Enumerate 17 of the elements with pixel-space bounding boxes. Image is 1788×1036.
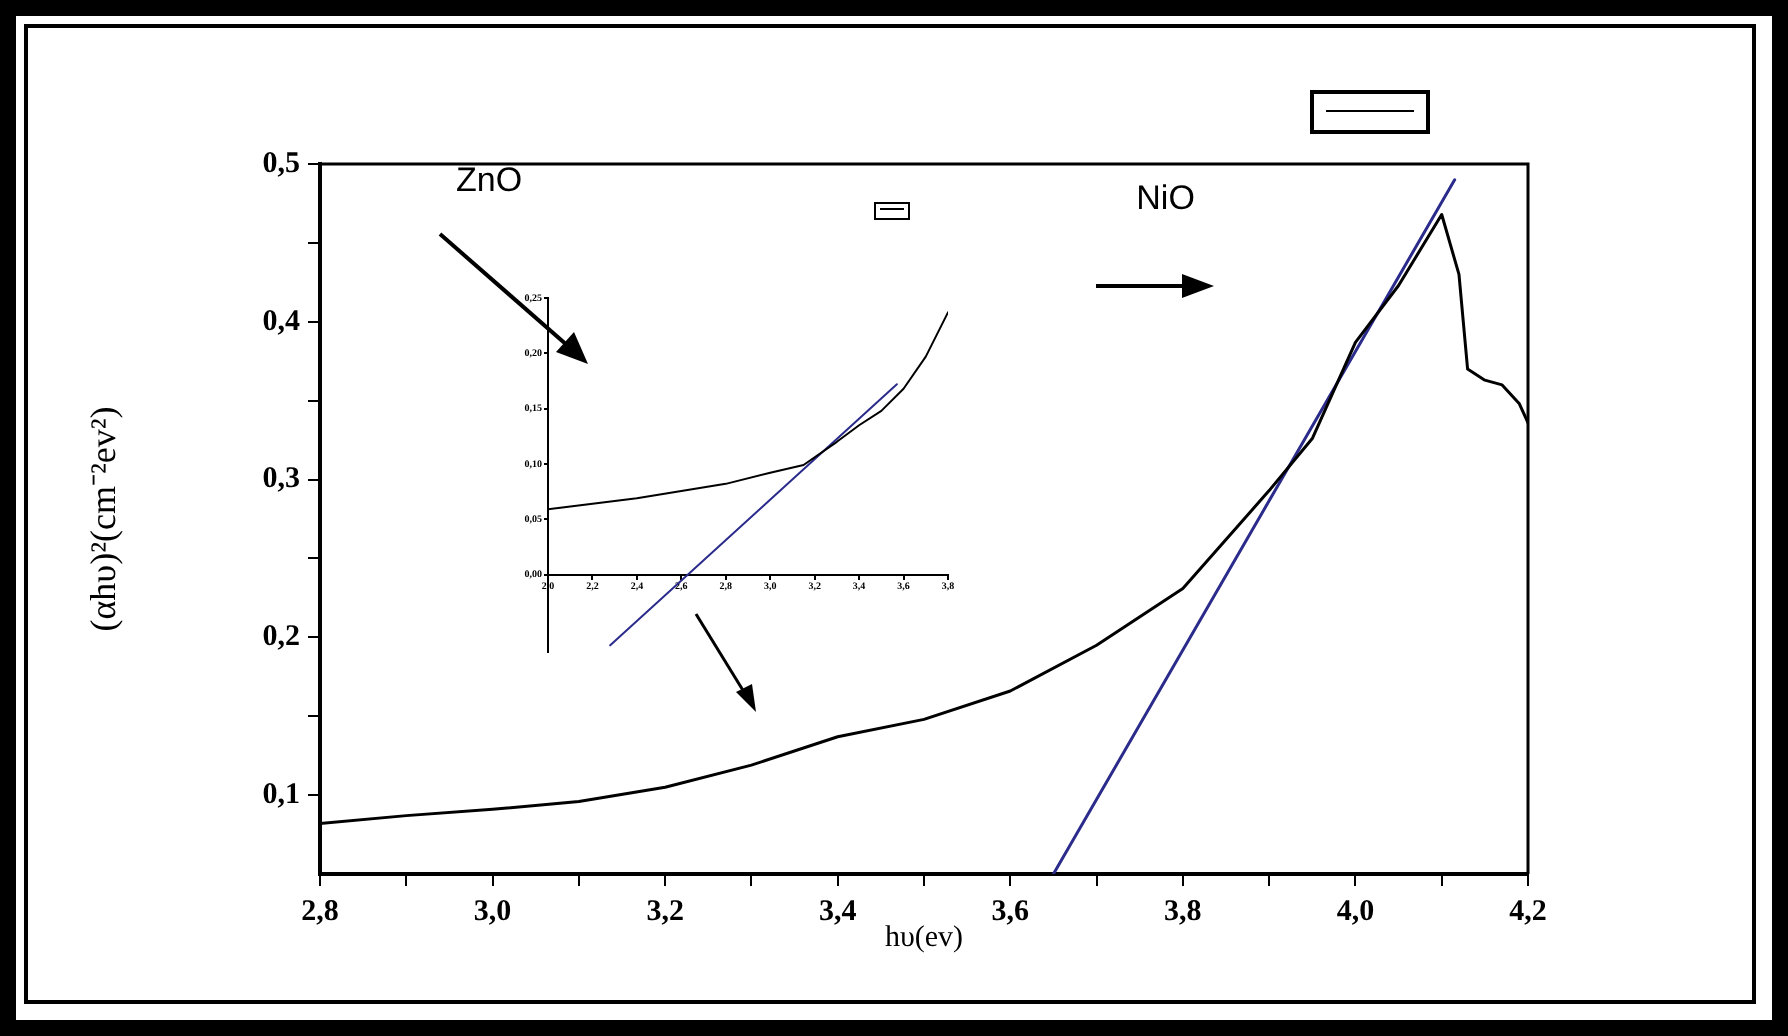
x-tick-label: 3,0 [473, 895, 512, 928]
annotation: NiO [1136, 178, 1195, 217]
x-tick-label: 4,0 [1336, 895, 1375, 928]
x-tick-label: 3,8 [1164, 895, 1202, 928]
y-tick-label: 0,3 [262, 463, 300, 496]
y-tick-label: 0,4 [262, 305, 301, 338]
x-tick-label: 3,2 [646, 895, 684, 928]
x-tick-label: 4,2 [1509, 895, 1547, 928]
x-tick-label: 2,8 [301, 895, 339, 928]
x-tick-label: 3,4 [818, 895, 858, 928]
y-tick-label: 0,2 [262, 621, 300, 654]
x-tick-label: 3,6 [991, 895, 1031, 928]
y-axis-title: (αhυ)²(cm⁻²ev²) [83, 406, 124, 632]
y-tick-label: 0,1 [262, 778, 300, 811]
y-tick-label: 0,5 [262, 147, 300, 180]
x-axis-title: hυ(ev) [884, 921, 964, 954]
annotation: ZnO [456, 161, 523, 200]
